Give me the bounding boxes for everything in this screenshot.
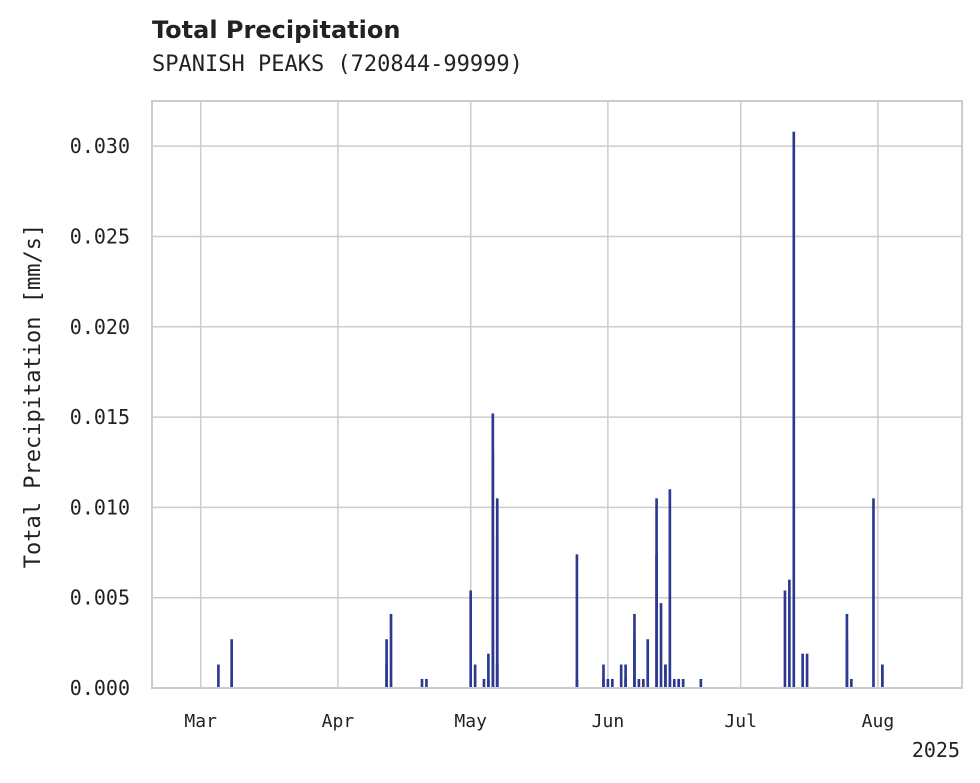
precip-bar [469,590,473,688]
precip-bar [482,678,486,688]
precip-bar [655,554,658,688]
precip-bar [668,678,672,688]
precip-bar [619,664,623,688]
precip-bar [881,664,884,688]
precip-bar [699,678,703,688]
x-tick-label: Mar [184,711,217,732]
y-tick-label: 0.005 [70,586,130,610]
x-tick-label: Aug [862,711,895,732]
x-tick-label: Apr [322,711,355,732]
precip-bar [217,664,220,688]
y-axis-ticks: 0.000 0.005 0.010 0.015 0.020 0.025 0.030 [70,134,130,700]
grid [152,101,962,689]
y-axis-label: Total Precipitation [mm/s] [21,224,46,568]
x-axis-ticks: Mar Apr May Jun Jul Aug [184,711,894,732]
precip-bar [872,498,875,688]
precip-bar [385,639,388,688]
y-tick-label: 0.015 [70,405,130,429]
precip-bar [801,653,804,688]
precipitation-bars [217,131,884,689]
precip-bar [575,554,579,688]
x-tick-label: May [454,711,487,732]
precip-bar [677,678,681,688]
y-tick-label: 0.010 [70,495,130,519]
precip-bar [425,678,428,688]
precip-bar [611,678,614,688]
precip-bar [575,678,579,688]
chart-subtitle: SPANISH PEAKS (720844-99999) [152,52,523,77]
precip-bar [659,603,663,688]
precip-bar [230,678,233,688]
y-tick-label: 0.025 [70,224,130,248]
precip-bar [664,664,667,688]
x-axis-offset-label: 2025 [912,738,960,762]
y-tick-label: 0.000 [70,676,130,700]
precip-bar [606,678,610,688]
precip-bar [389,613,393,688]
precip-bar [633,639,636,688]
plot-frame [151,100,963,689]
precip-bar [230,639,233,688]
x-tick-label: Jun [592,711,625,732]
precip-bar [491,413,495,688]
precip-bar [473,664,477,688]
precip-bar [646,639,650,688]
chart-title: Total Precipitation [152,16,401,44]
precip-bar [495,498,499,688]
precip-bar [672,678,676,688]
precip-bar [788,579,791,688]
precip-bar [792,131,796,689]
precip-bar [624,664,627,688]
precip-bar [641,678,645,688]
precip-bar [783,590,787,688]
y-tick-label: 0.020 [70,315,130,339]
precip-bar [805,653,809,688]
x-tick-label: Jul [724,711,757,732]
precip-bar [487,653,490,688]
precip-bar [668,489,672,688]
precip-bar [487,678,490,688]
precip-bar [845,639,849,688]
precip-bar [637,678,641,688]
precip-bar [495,664,499,688]
precip-bar [602,664,605,688]
y-tick-label: 0.030 [70,134,130,158]
precip-bar [681,678,685,688]
precip-bar [420,678,424,688]
precip-bar [850,678,853,688]
